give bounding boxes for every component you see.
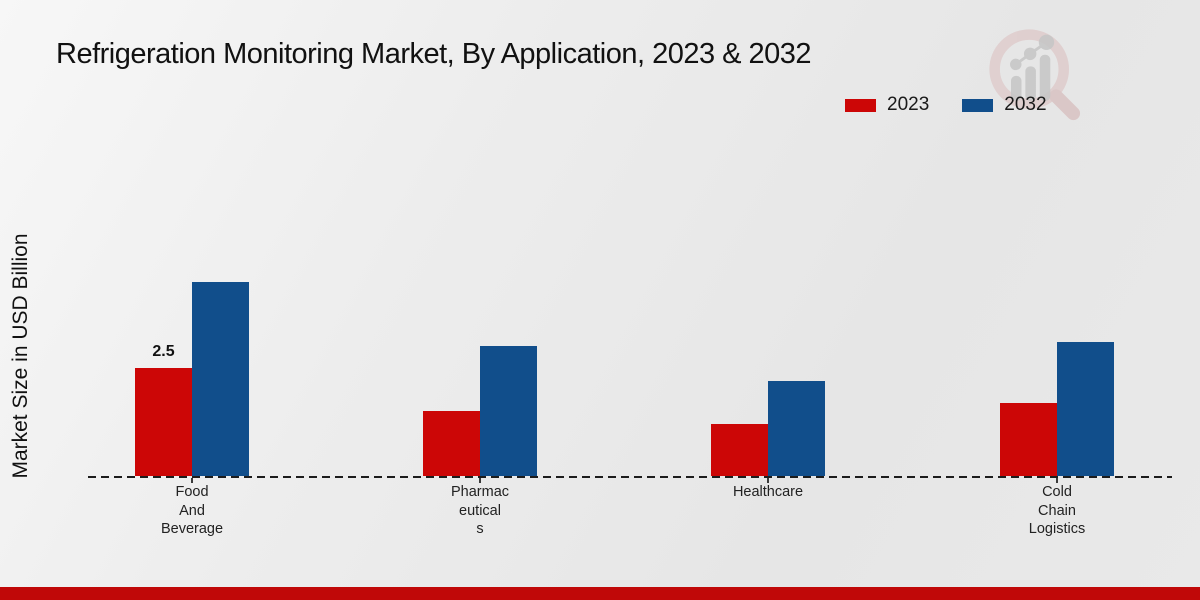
legend-swatch-2032-icon — [962, 98, 994, 112]
legend-label-2032: 2032 — [1004, 94, 1047, 115]
x-axis-tick — [191, 478, 193, 483]
x-axis-dashed-baseline — [88, 476, 1172, 478]
footer-accent-bar — [0, 587, 1200, 600]
category-label-line: Healthcare — [732, 484, 804, 500]
category-label-line: And — [179, 502, 205, 519]
legend-swatch-2023-icon — [845, 98, 876, 112]
x-axis-tick — [767, 478, 769, 483]
bar-2023-healthcare — [711, 424, 768, 476]
chart-title: Refrigeration Monitoring Market, By Appl… — [56, 38, 812, 70]
category-label-food-and-beverage: Food And Beverage — [102, 483, 282, 539]
category-label-line: Beverage — [160, 521, 224, 537]
bar-group-cold-chain-logistics — [1000, 256, 1114, 476]
bar-value-label: 2.5 — [152, 343, 175, 360]
category-label-line: eutical — [459, 502, 501, 519]
bar-group-pharmaceuticals — [423, 256, 537, 476]
legend-item-2023: 2023 — [845, 94, 929, 116]
bar-group-food-and-beverage: 2.5 — [135, 256, 249, 476]
legend: 2023 2032 — [845, 94, 1047, 116]
bar-group-healthcare — [711, 256, 825, 476]
magnifier-bar-chart-logo-icon — [989, 29, 1081, 121]
bar-2032-cold-chain-logistics — [1057, 342, 1114, 476]
bar-2032-food-and-beverage — [192, 282, 249, 476]
legend-label-2023: 2023 — [887, 94, 930, 115]
category-label-healthcare: Healthcare — [678, 483, 858, 502]
legend-item-2032: 2032 — [962, 94, 1047, 116]
bar-2023-pharmaceuticals — [423, 411, 480, 476]
category-label-line: Cold — [1042, 484, 1072, 500]
bar-2023-cold-chain-logistics — [1000, 403, 1057, 476]
category-label-line: Logistics — [1028, 521, 1086, 537]
category-label-line: Pharmac — [450, 484, 510, 500]
bar-2032-healthcare — [768, 381, 825, 476]
bar-2032-pharmaceuticals — [480, 346, 537, 476]
category-label-line: Chain — [1038, 502, 1076, 519]
bar-2023-food-and-beverage: 2.5 — [135, 343, 192, 476]
category-label-cold-chain-logistics: Cold Chain Logistics — [967, 483, 1147, 539]
category-label-line: Food — [175, 484, 209, 500]
y-axis-label: Market Size in USD Billion — [9, 233, 32, 479]
category-label-line: s — [476, 521, 484, 537]
category-label-pharmaceuticals: Pharmac eutical s — [390, 483, 570, 539]
x-axis-tick — [479, 478, 481, 483]
x-axis-tick — [1056, 478, 1058, 483]
